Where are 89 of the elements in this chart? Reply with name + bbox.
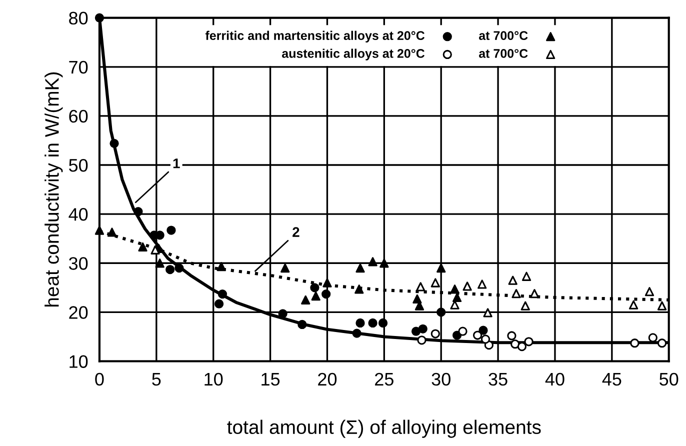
point xyxy=(644,287,654,296)
point xyxy=(480,334,490,344)
y-tick-label: 60 xyxy=(69,110,88,123)
point xyxy=(280,263,290,273)
point xyxy=(412,294,422,304)
point xyxy=(430,329,440,338)
legend-label: at 700°C xyxy=(478,49,528,58)
point xyxy=(378,318,388,328)
point xyxy=(356,263,365,273)
legend-label: at 700°C xyxy=(478,31,528,40)
legend-label: ferritic and martensitic alloys at 20°C xyxy=(205,30,425,42)
annotation: 1 xyxy=(173,158,180,168)
y-tick-label: 80 xyxy=(69,12,88,25)
point xyxy=(174,263,184,273)
point xyxy=(94,13,104,22)
point xyxy=(311,291,320,301)
point xyxy=(648,333,658,342)
y-tick-label: 20 xyxy=(69,306,88,319)
point xyxy=(322,289,331,299)
point xyxy=(657,301,667,310)
point xyxy=(354,284,364,294)
point xyxy=(478,326,488,335)
point xyxy=(478,280,487,289)
x-tick-label: 5 xyxy=(152,373,161,386)
point xyxy=(214,299,224,308)
point xyxy=(298,320,307,330)
point xyxy=(166,226,176,235)
y-tick-label: 10 xyxy=(70,355,88,368)
point xyxy=(416,282,426,292)
x-tick-label: 0 xyxy=(95,372,104,386)
annotation: 2 xyxy=(292,227,300,237)
point xyxy=(508,276,518,285)
point xyxy=(356,318,365,328)
point xyxy=(458,326,468,336)
x-tick-label: 40 xyxy=(545,372,564,386)
point xyxy=(472,330,482,340)
point xyxy=(278,309,288,318)
point xyxy=(510,340,520,349)
x-axis-title: total amount (Σ) of alloying elements xyxy=(227,420,541,438)
point xyxy=(436,308,446,317)
point xyxy=(452,292,462,302)
point xyxy=(512,288,521,298)
point xyxy=(310,283,320,292)
point xyxy=(418,324,428,334)
point xyxy=(380,258,389,268)
x-tick-label: 30 xyxy=(432,372,450,386)
point xyxy=(530,288,540,298)
point xyxy=(166,264,175,274)
point xyxy=(110,138,119,148)
point xyxy=(657,338,667,348)
legend-label: austenitic alloys at 20°C xyxy=(282,48,425,60)
point xyxy=(368,318,378,328)
y-axis-title: heat conductivity in W/(mK) xyxy=(44,72,63,307)
point xyxy=(107,228,117,237)
x-tick-label: 25 xyxy=(375,372,394,386)
x-tick-label: 45 xyxy=(602,373,622,386)
point xyxy=(450,284,460,294)
point xyxy=(218,289,228,299)
y-tick-label: 70 xyxy=(69,60,88,74)
x-tick-label: 10 xyxy=(204,372,223,386)
point xyxy=(411,326,421,336)
point xyxy=(520,301,530,310)
x-tick-label: 15 xyxy=(262,373,280,386)
point xyxy=(436,263,446,273)
point xyxy=(352,328,362,338)
point xyxy=(94,226,104,235)
point xyxy=(522,272,532,281)
y-tick-label: 30 xyxy=(68,257,88,270)
point xyxy=(134,207,143,216)
point xyxy=(507,331,516,340)
point xyxy=(430,278,440,288)
point xyxy=(322,278,332,288)
point xyxy=(630,338,640,348)
point xyxy=(155,258,164,268)
x-tick-label: 50 xyxy=(660,372,678,386)
y-tick-label: 50 xyxy=(69,158,88,172)
point xyxy=(628,300,638,310)
x-tick-label: 20 xyxy=(318,372,337,386)
point xyxy=(150,245,160,254)
point xyxy=(462,282,472,291)
point xyxy=(301,295,310,305)
point xyxy=(483,308,492,318)
x-tick-label: 35 xyxy=(488,372,508,386)
point xyxy=(524,337,534,346)
point xyxy=(417,336,426,345)
point xyxy=(368,257,378,266)
y-tick-label: 40 xyxy=(68,208,88,221)
point xyxy=(216,262,226,272)
point xyxy=(138,242,148,252)
